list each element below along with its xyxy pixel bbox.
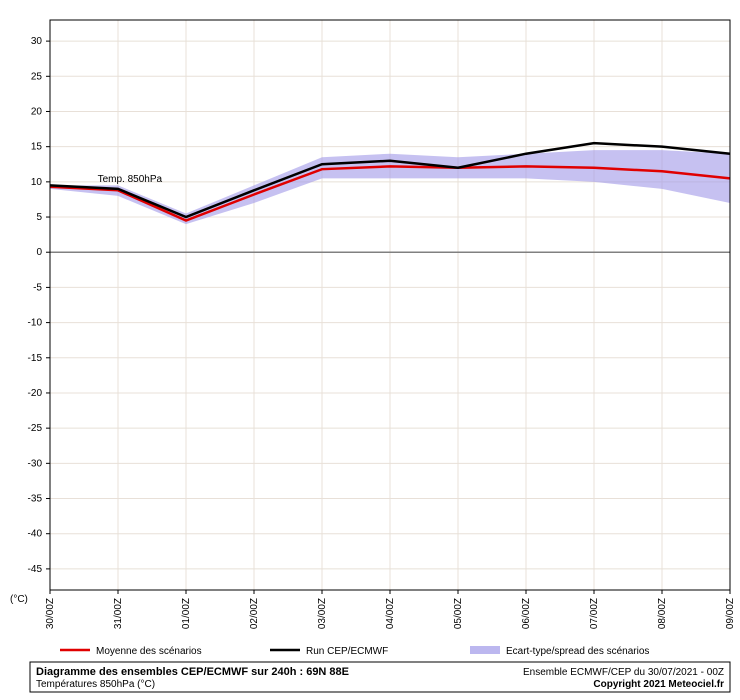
- x-tick-label: 31/00Z: [113, 598, 124, 629]
- x-tick-label: 05/00Z: [453, 598, 464, 629]
- y-tick-label: -30: [28, 458, 43, 469]
- y-tick-label: -35: [28, 494, 43, 505]
- x-tick-label: 08/00Z: [657, 598, 668, 629]
- y-tick-label: 30: [31, 36, 43, 47]
- y-tick-label: -45: [28, 564, 43, 575]
- y-tick-label: 20: [31, 106, 43, 117]
- chart-container: -45 -40 -35 -30 -25 -20 -15 -10 -5 0 5 10 15 20 25 30 (°…: [0, 0, 740, 700]
- y-axis-label: (°C): [10, 594, 28, 605]
- chart-annotation: Temp. 850hPa: [98, 174, 163, 185]
- legend-label: Ecart-type/spread des scénarios: [506, 646, 649, 657]
- x-tick-label: 04/00Z: [385, 598, 396, 629]
- y-tick-label: 10: [31, 177, 43, 188]
- footer-copyright: Copyright 2021 Meteociel.fr: [593, 679, 724, 690]
- legend-swatch: [470, 646, 500, 654]
- x-tick-label: 01/00Z: [181, 598, 192, 629]
- y-tick-label: -15: [28, 353, 43, 364]
- legend-label: Run CEP/ECMWF: [306, 646, 388, 657]
- footer-title: Diagramme des ensembles CEP/ECMWF sur 24…: [36, 666, 349, 678]
- y-tick-label: -40: [28, 529, 43, 540]
- x-tick-label: 06/00Z: [521, 598, 532, 629]
- x-tick-label: 30/00Z: [45, 598, 56, 629]
- x-tick-label: 02/00Z: [249, 598, 260, 629]
- y-tick-label: 15: [31, 142, 43, 153]
- chart-svg: -45 -40 -35 -30 -25 -20 -15 -10 -5 0 5 10 15 20 25 30 (°…: [0, 0, 740, 700]
- y-tick-label: 0: [36, 247, 42, 258]
- y-tick-label: -5: [33, 282, 42, 293]
- x-tick-label: 09/00Z: [725, 598, 736, 629]
- x-tick-label: 07/00Z: [589, 598, 600, 629]
- y-tick-label: -10: [28, 318, 43, 329]
- y-tick-label: -25: [28, 423, 43, 434]
- legend-label: Moyenne des scénarios: [96, 646, 202, 657]
- footer-right-top: Ensemble ECMWF/CEP du 30/07/2021 - 00Z: [523, 667, 724, 678]
- x-tick-label: 03/00Z: [317, 598, 328, 629]
- y-tick-label: 25: [31, 71, 43, 82]
- y-tick-label: -20: [28, 388, 43, 399]
- footer-subtitle: Températures 850hPa (°C): [36, 679, 155, 690]
- y-tick-label: 5: [36, 212, 42, 223]
